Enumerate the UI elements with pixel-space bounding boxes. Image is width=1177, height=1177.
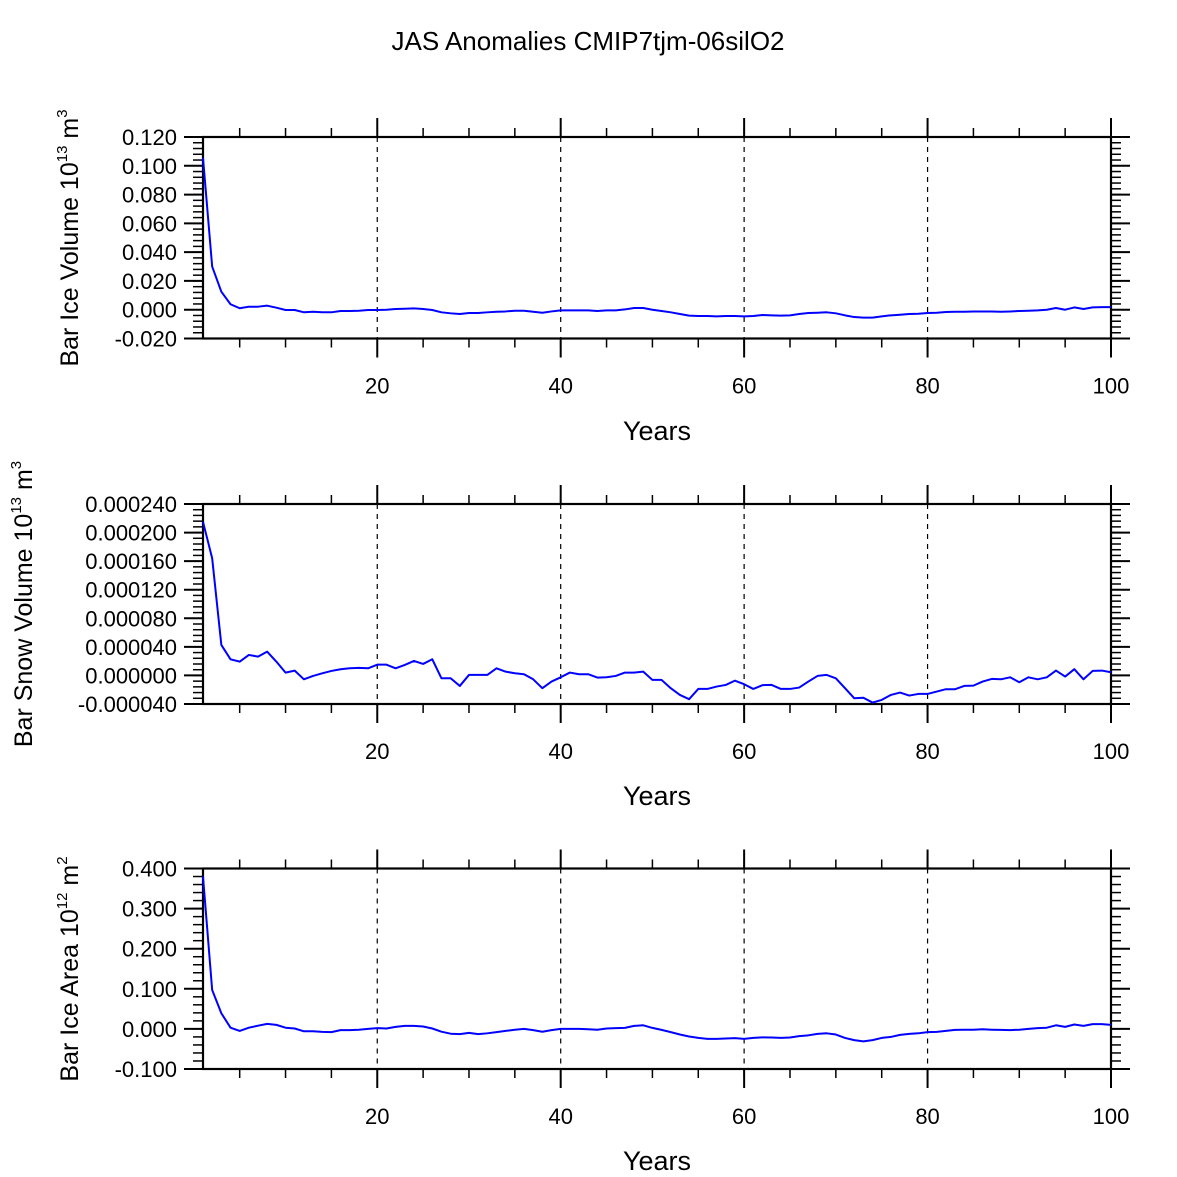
data-series-line <box>202 521 1112 704</box>
y-axis-label: Bar Ice Area 1012 m2 <box>54 856 84 1081</box>
y-axis-label-main: Bar Ice Area 10 <box>56 909 84 1081</box>
data-series-line <box>202 876 1112 1043</box>
x-tick-label: 80 <box>915 1104 939 1129</box>
y-tick-label: 0.000160 <box>85 549 177 574</box>
panel-ice-area: Bar Ice Area 1012 m2 Years -0.100 0.000 0.… <box>54 849 1130 1176</box>
y-axis-label-unit: m <box>56 865 84 893</box>
y-tick-label: 0.000080 <box>85 606 177 631</box>
y-tick-label: 0.020 <box>122 269 177 294</box>
x-tick-label: 60 <box>732 374 756 399</box>
x-tick-label: 100 <box>1093 374 1130 399</box>
x-tick-label: 80 <box>915 374 939 399</box>
x-tick-label: 100 <box>1093 739 1130 764</box>
y-axis-label-unit-exponent: 3 <box>8 461 25 469</box>
y-tick-label: 0.000040 <box>85 635 177 660</box>
x-tick-label: 60 <box>732 739 756 764</box>
y-axis-label-unit-exponent: 2 <box>54 856 71 864</box>
x-axis-label: Years <box>623 416 691 446</box>
x-tick-label: 20 <box>365 1104 389 1129</box>
x-tick-label: 40 <box>548 739 572 764</box>
y-axis-label: Bar Ice Volume 1013 m3 <box>54 109 84 366</box>
plot-frame <box>201 502 1113 706</box>
y-axis-label-exponent: 12 <box>54 893 71 910</box>
x-tick-label: 60 <box>732 1104 756 1129</box>
y-tick-label: 0.080 <box>122 183 177 208</box>
panel-snow-volume: Bar Snow Volume 1013 m3 Years -0.000040 0… <box>8 461 1130 811</box>
x-tick-label: 20 <box>365 739 389 764</box>
y-tick-label: -0.100 <box>115 1057 177 1082</box>
x-tick-label: 40 <box>548 1104 572 1129</box>
y-axis-label-main: Bar Snow Volume 10 <box>10 514 38 747</box>
y-axis-label-unit: m <box>56 118 84 146</box>
y-tick-label: 0.200 <box>122 937 177 962</box>
y-tick-label: 0.000200 <box>85 521 177 546</box>
y-tick-label: 0.000 <box>122 1017 177 1042</box>
y-axis-label-unit: m <box>10 469 38 497</box>
panel-ice-volume: Bar Ice Volume 1013 m3 Years -0.020 0.000… <box>54 109 1130 446</box>
y-tick-label: 0.000000 <box>85 663 177 688</box>
plot-frame <box>201 135 1113 340</box>
y-tick-label: -0.000040 <box>78 692 177 717</box>
chart-title: JAS Anomalies CMIP7tjm-06silO2 <box>391 26 784 56</box>
y-tick-label: 0.300 <box>122 897 177 922</box>
y-tick-label: 0.120 <box>122 125 177 150</box>
y-axis-label-main: Bar Ice Volume 10 <box>56 162 84 366</box>
y-tick-label: 0.100 <box>122 154 177 179</box>
y-axis-label-unit-exponent: 3 <box>54 109 71 117</box>
y-axis-label: Bar Snow Volume 1013 m3 <box>8 461 38 747</box>
y-tick-label: 0.100 <box>122 977 177 1002</box>
y-tick-label: 0.000120 <box>85 578 177 603</box>
y-tick-label: 0.000 <box>122 298 177 323</box>
y-tick-label: 0.060 <box>122 211 177 236</box>
y-tick-label: 0.400 <box>122 857 177 882</box>
x-axis-label: Years <box>623 781 691 811</box>
x-tick-label: 40 <box>548 374 572 399</box>
x-tick-label: 80 <box>915 739 939 764</box>
y-axis-label-exponent: 13 <box>8 497 25 514</box>
y-tick-label: 0.000240 <box>85 492 177 517</box>
y-tick-label: 0.040 <box>122 240 177 265</box>
x-axis-label: Years <box>623 1146 691 1176</box>
x-tick-label: 100 <box>1093 1104 1130 1129</box>
y-axis-label-exponent: 13 <box>54 146 71 163</box>
x-tick-label: 20 <box>365 374 389 399</box>
data-series-line <box>202 157 1111 319</box>
plot-frame <box>201 867 1113 1071</box>
y-tick-label: -0.020 <box>115 327 177 352</box>
